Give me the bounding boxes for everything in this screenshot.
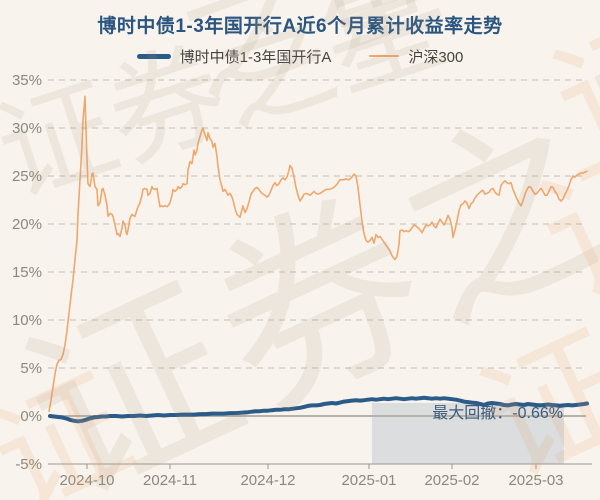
y-axis-tick-label: 0% xyxy=(20,408,42,425)
y-axis-tick-label: 35% xyxy=(12,72,42,89)
y-axis-tick-label: 20% xyxy=(12,216,42,233)
drawdown-highlight-region xyxy=(372,403,564,464)
y-axis-tick-label: 10% xyxy=(12,312,42,329)
chart-legend: 博时中债1-3年国开行A 沪深300 xyxy=(0,46,600,66)
y-axis-tick-label: 5% xyxy=(20,360,42,377)
x-axis-tick-label: 2025-03 xyxy=(508,472,563,489)
x-axis-tick-label: 2025-02 xyxy=(424,472,479,489)
x-axis-tick-label: 2024-12 xyxy=(240,472,295,489)
y-axis-tick-label: 30% xyxy=(12,120,42,137)
legend-label-fund: 博时中债1-3年国开行A xyxy=(179,48,332,66)
x-axis-tick-label: 2024-10 xyxy=(59,472,114,489)
max-drawdown-label: 最大回撤：-0.66% xyxy=(432,405,563,422)
legend-label-index: 沪深300 xyxy=(408,48,464,66)
chart-title: 博时中债1-3年国开行A近6个月累计收益率走势 xyxy=(97,16,503,37)
legend-item-index[interactable]: 沪深300 xyxy=(369,46,463,67)
index-line-swatch xyxy=(369,55,400,57)
y-axis-tick-label: 15% xyxy=(12,264,42,281)
y-axis-tick-label: 25% xyxy=(12,168,42,185)
fund-line-swatch xyxy=(136,53,171,59)
fund-line xyxy=(48,395,589,424)
legend-item-fund[interactable]: 博时中债1-3年国开行A xyxy=(136,46,332,67)
x-axis-tick-label: 2025-01 xyxy=(341,472,396,489)
x-axis-tick-label: 2024-11 xyxy=(143,472,197,489)
index-line xyxy=(48,95,588,413)
y-axis-tick-label: -5% xyxy=(15,456,42,473)
